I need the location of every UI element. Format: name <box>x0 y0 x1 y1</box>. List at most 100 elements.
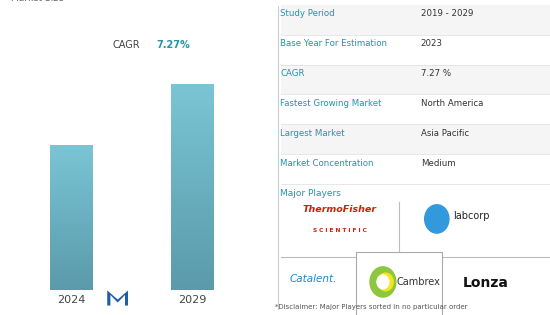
Bar <box>172 170 213 172</box>
Bar <box>51 255 92 256</box>
Bar <box>172 109 213 111</box>
Bar <box>172 244 213 247</box>
Bar <box>172 288 213 290</box>
Bar <box>172 218 213 220</box>
Bar <box>172 271 213 273</box>
Bar <box>51 171 92 172</box>
Bar <box>51 197 92 198</box>
FancyBboxPatch shape <box>275 35 550 65</box>
Bar <box>172 84 213 86</box>
Bar <box>51 194 92 195</box>
Bar <box>51 288 92 290</box>
Bar <box>172 86 213 88</box>
Bar <box>172 284 213 286</box>
Bar <box>172 249 213 251</box>
Bar <box>172 228 213 230</box>
Bar <box>51 211 92 213</box>
FancyBboxPatch shape <box>356 252 442 315</box>
Bar <box>172 88 213 90</box>
Bar <box>172 164 213 166</box>
Bar <box>172 197 213 199</box>
Bar <box>51 181 92 182</box>
Bar <box>172 166 213 168</box>
Bar <box>51 235 92 236</box>
Bar <box>51 187 92 188</box>
Bar <box>51 280 92 281</box>
Bar <box>172 162 213 164</box>
Bar <box>51 174 92 175</box>
Bar <box>51 156 92 158</box>
Text: ThermoFisher: ThermoFisher <box>303 205 377 214</box>
Bar <box>172 92 213 94</box>
Bar <box>51 206 92 207</box>
Bar <box>51 166 92 168</box>
Text: Lonza: Lonza <box>463 276 508 289</box>
Bar <box>51 213 92 214</box>
Bar <box>51 190 92 191</box>
Bar <box>51 169 92 171</box>
Bar <box>51 210 92 211</box>
Bar <box>172 179 213 181</box>
Bar <box>51 216 92 217</box>
Bar <box>51 259 92 261</box>
Bar <box>172 146 213 148</box>
Bar <box>172 263 213 265</box>
Bar <box>51 258 92 259</box>
Bar <box>51 233 92 235</box>
Bar <box>51 219 92 220</box>
Bar <box>172 113 213 115</box>
Bar <box>51 168 92 169</box>
Bar <box>172 191 213 193</box>
Bar <box>51 188 92 190</box>
Bar <box>51 285 92 287</box>
Bar <box>172 168 213 170</box>
Bar <box>172 119 213 121</box>
Bar <box>51 153 92 155</box>
Bar <box>172 185 213 187</box>
Bar <box>51 145 92 146</box>
Bar <box>172 154 213 156</box>
Bar <box>51 146 92 147</box>
Bar <box>51 245 92 246</box>
Text: S C I E N T I F I C: S C I E N T I F I C <box>313 228 367 233</box>
Bar <box>172 156 213 158</box>
Bar <box>51 246 92 248</box>
Bar <box>172 98 213 100</box>
Circle shape <box>370 267 396 297</box>
Bar <box>51 191 92 192</box>
Bar <box>51 275 92 277</box>
Bar <box>51 158 92 159</box>
Bar <box>51 274 92 275</box>
Bar <box>172 90 213 92</box>
Bar <box>172 141 213 144</box>
Bar <box>172 212 213 214</box>
Bar <box>172 234 213 236</box>
Bar <box>51 147 92 149</box>
Bar <box>172 137 213 140</box>
Bar <box>172 251 213 253</box>
Bar <box>51 238 92 239</box>
FancyBboxPatch shape <box>275 95 550 124</box>
Bar <box>51 269 92 271</box>
Bar <box>172 181 213 183</box>
Text: Asia Pacific: Asia Pacific <box>421 129 469 138</box>
Bar <box>172 96 213 98</box>
Bar <box>172 195 213 197</box>
Bar <box>51 242 92 243</box>
Bar <box>172 275 213 278</box>
Bar <box>172 111 213 113</box>
FancyBboxPatch shape <box>275 125 550 154</box>
Bar <box>172 282 213 284</box>
Bar <box>172 105 213 106</box>
Bar <box>51 200 92 201</box>
Bar <box>51 201 92 203</box>
Bar <box>51 277 92 278</box>
Bar <box>51 268 92 269</box>
Bar <box>51 155 92 156</box>
Bar <box>51 229 92 230</box>
Bar <box>51 249 92 251</box>
Bar <box>51 272 92 274</box>
Bar <box>172 117 213 119</box>
Bar <box>172 243 213 244</box>
Bar <box>51 225 92 226</box>
